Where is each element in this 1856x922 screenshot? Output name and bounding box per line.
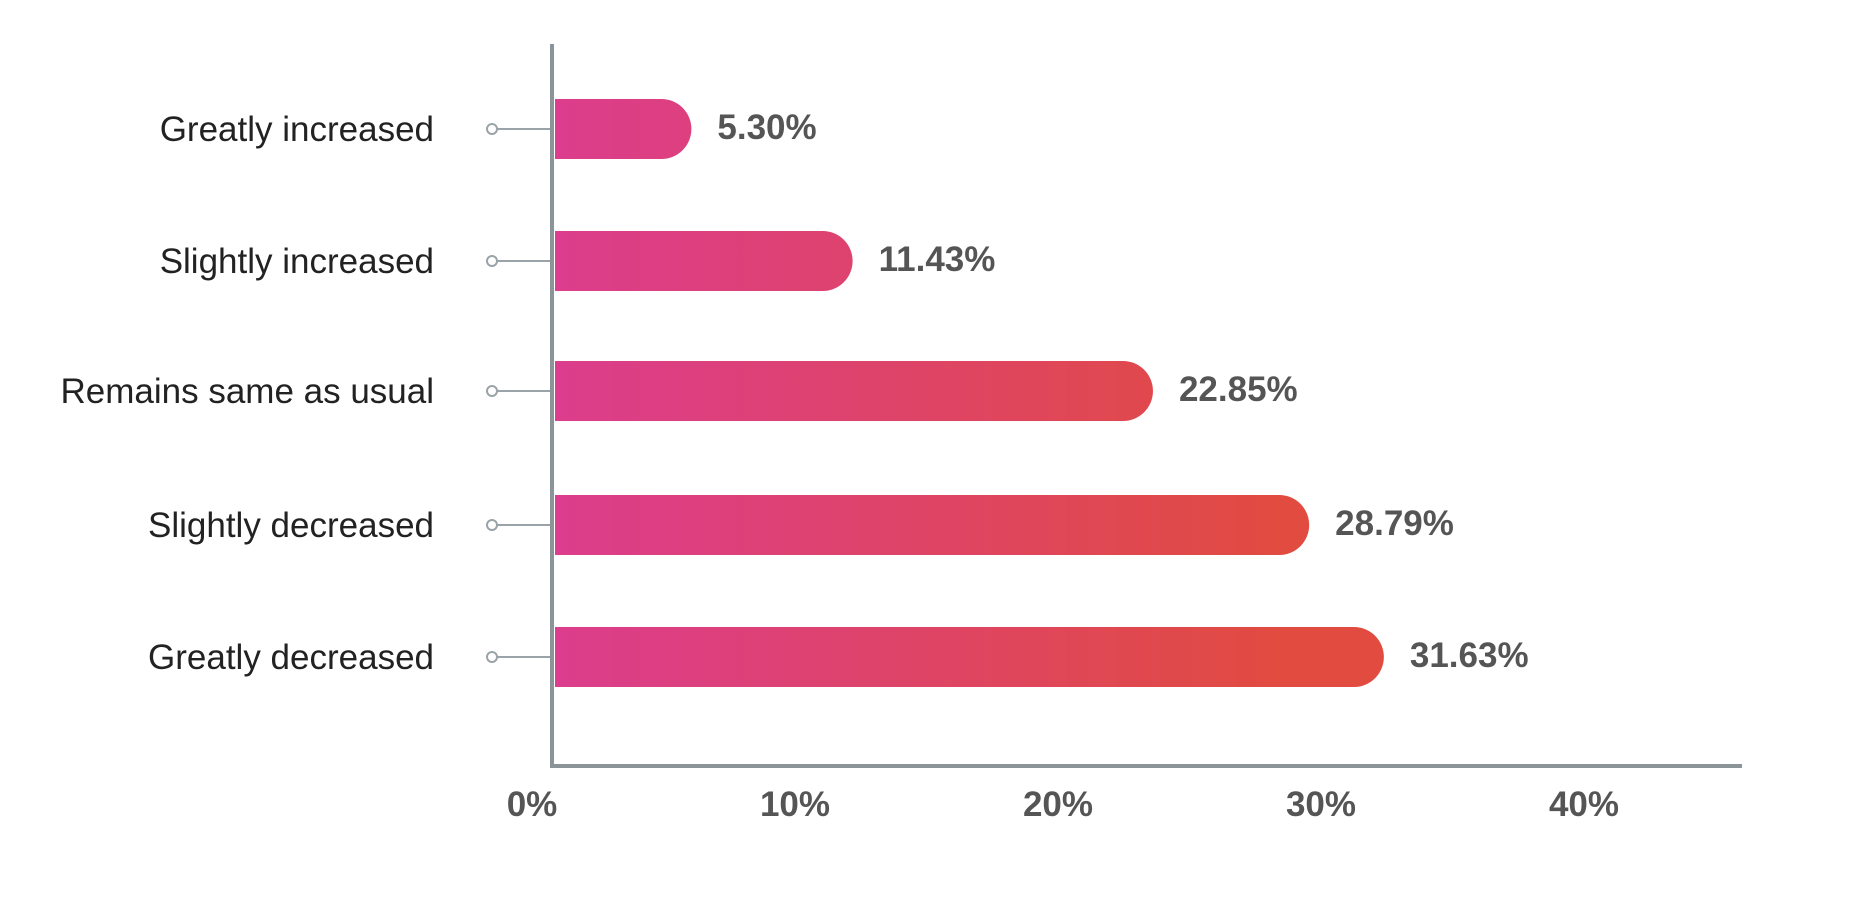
x-tick-labels: 0% 10% 20% 30% 40%: [507, 785, 1619, 824]
bar: [555, 495, 1310, 555]
data-label: 5.30%: [717, 108, 816, 147]
category-connector-dot: [486, 385, 498, 397]
data-label: 22.85%: [1179, 370, 1298, 409]
bar: [555, 231, 853, 291]
x-tick-label: 10%: [760, 785, 830, 824]
data-label: 28.79%: [1335, 504, 1454, 543]
category-label: Remains same as usual: [61, 372, 435, 411]
category-label: Slightly increased: [160, 242, 434, 281]
category-label: Greatly increased: [160, 110, 434, 149]
category-connector-dot: [486, 519, 498, 531]
connectors-layer: [486, 123, 552, 663]
data-label: 31.63%: [1410, 636, 1529, 675]
axes-layer: [550, 44, 1742, 768]
data-label: 11.43%: [879, 240, 996, 279]
category-connector-dot: [486, 651, 498, 663]
x-tick-label: 20%: [1023, 785, 1093, 824]
x-tick-label: 0%: [507, 785, 558, 824]
category-label: Greatly decreased: [148, 638, 434, 677]
labels-layer: Greatly increased 5.30% Slightly increased…: [61, 108, 1529, 677]
category-connector-dot: [486, 123, 498, 135]
bars-layer: [555, 99, 1384, 687]
bar: [555, 99, 692, 159]
bar: [555, 627, 1384, 687]
category-label: Slightly decreased: [148, 506, 434, 545]
x-tick-label: 30%: [1286, 785, 1356, 824]
bar: [555, 361, 1153, 421]
x-tick-label: 40%: [1549, 785, 1619, 824]
category-connector-dot: [486, 255, 498, 267]
